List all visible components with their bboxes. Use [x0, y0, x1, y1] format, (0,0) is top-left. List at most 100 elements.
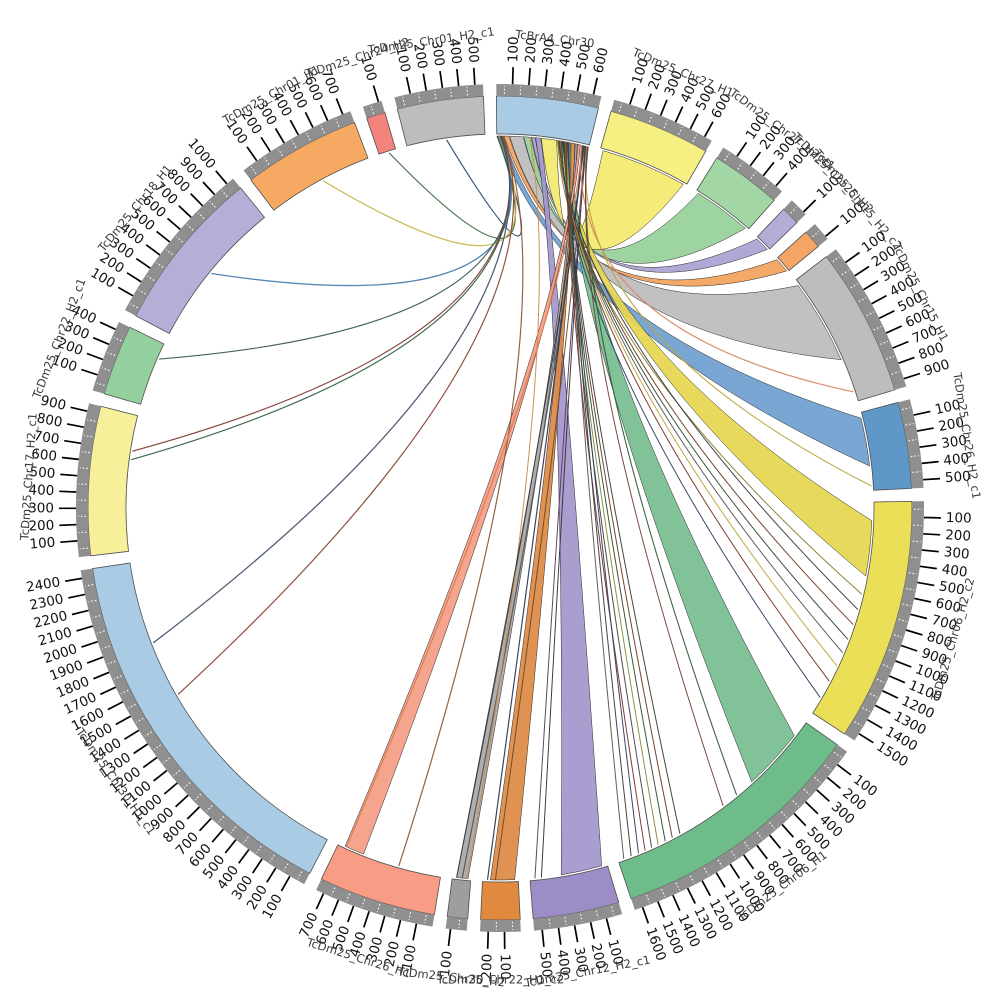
scaffold-gap-mark: [346, 893, 351, 902]
segment-arc: [529, 865, 620, 920]
tick: [153, 769, 168, 782]
tick: [280, 875, 291, 892]
tick: [916, 427, 934, 432]
scaffold-gap-mark: [269, 854, 275, 863]
tick: [854, 265, 870, 277]
chord-line: [558, 140, 859, 610]
chord-line: [466, 137, 540, 879]
tick: [657, 901, 665, 918]
scaffold-gap-mark: [458, 919, 461, 929]
tick-label: 300: [571, 946, 591, 974]
tick: [412, 923, 418, 941]
tick: [251, 858, 263, 874]
scaffold-gap-mark: [858, 297, 867, 303]
scaffold-gap-mark: [144, 731, 152, 737]
tick: [156, 230, 171, 243]
chord-line: [585, 146, 724, 806]
scaffold-gap-mark: [102, 645, 110, 650]
tick-label: 300: [428, 39, 447, 67]
segment-scaffold-band: [445, 916, 468, 931]
tick: [66, 423, 84, 429]
tick: [715, 872, 726, 888]
scaffold-gap-mark: [717, 859, 723, 867]
tick: [674, 106, 684, 123]
chord-line: [494, 145, 586, 881]
tick: [923, 532, 941, 536]
segment-scaffold-band: [76, 403, 101, 558]
tick: [319, 104, 329, 121]
scaffold-gap-mark: [660, 888, 666, 897]
tick: [544, 69, 548, 87]
segment-scaffold-band: [783, 200, 806, 223]
tick: [372, 85, 380, 103]
tick: [472, 67, 476, 85]
scaffold-gap-mark: [197, 212, 205, 219]
tick-label: 2400: [25, 574, 62, 596]
scaffold-gap-mark: [692, 134, 698, 142]
tick-label: 700: [930, 612, 959, 634]
tick-label: 900: [919, 645, 949, 668]
tick-label: 100: [629, 57, 652, 86]
tick: [133, 743, 149, 755]
tick: [910, 613, 928, 620]
tick: [456, 69, 460, 87]
tick-label: 100: [357, 54, 380, 83]
segment-arc: [812, 500, 913, 735]
tick: [802, 199, 817, 213]
tick: [923, 477, 941, 481]
tick: [60, 540, 78, 544]
segment-arc: [696, 157, 775, 230]
scaffold-gap-mark: [402, 97, 406, 106]
tick: [905, 629, 923, 636]
scaffold-gap-mark: [882, 664, 891, 669]
tick-label: 200: [945, 527, 972, 545]
scaffold-gap-mark: [138, 289, 146, 295]
tick: [589, 922, 596, 939]
tick: [145, 244, 161, 256]
tick-label: 400: [557, 40, 577, 68]
tick: [163, 782, 178, 795]
scaffold-gap-mark: [535, 87, 538, 96]
tick-label: 800: [35, 410, 63, 431]
tick: [190, 193, 204, 207]
segment-scaffold-band: [533, 902, 623, 931]
scaffold-gap-mark: [88, 599, 97, 603]
tick: [592, 77, 599, 95]
tick: [447, 929, 452, 947]
tick: [919, 565, 937, 570]
tick-label: 600: [934, 595, 963, 616]
segment-arc: [320, 844, 441, 916]
segment-arc: [756, 208, 798, 250]
scaffold-gap-mark: [762, 181, 769, 189]
scaffold-gap-mark: [81, 451, 90, 454]
tick-label: 200: [479, 954, 496, 980]
scaffold-gap-mark: [780, 811, 788, 818]
scaffold-gap-mark: [901, 407, 911, 411]
tick: [528, 67, 531, 86]
tick-label: 600: [30, 446, 57, 465]
scaffold-gap-mark: [96, 382, 105, 387]
chord-line: [446, 135, 522, 237]
tick: [71, 609, 89, 616]
scaffold-gap-mark: [832, 256, 840, 263]
scaffold-gap-mark: [689, 875, 695, 884]
tick: [70, 406, 88, 413]
scaffold-gap-mark: [230, 826, 237, 834]
tick: [315, 893, 325, 910]
tick-label: 300: [364, 935, 386, 964]
tick-label: 100: [946, 510, 972, 527]
tick: [178, 205, 192, 219]
segment-scaffold-band: [243, 111, 355, 180]
tick: [59, 523, 77, 527]
tick-label: 800: [925, 629, 954, 652]
scaffold-gap-mark: [173, 769, 181, 776]
scaffold-gap-mark: [466, 87, 469, 96]
chord-line: [398, 135, 524, 867]
tick: [641, 907, 650, 924]
scaffold-gap-mark: [163, 757, 171, 764]
scaffold-gap-mark: [361, 899, 366, 907]
tick: [135, 257, 151, 269]
tick: [576, 74, 582, 92]
scaffold-gap-mark: [85, 584, 94, 587]
segment-arc: [250, 122, 369, 211]
